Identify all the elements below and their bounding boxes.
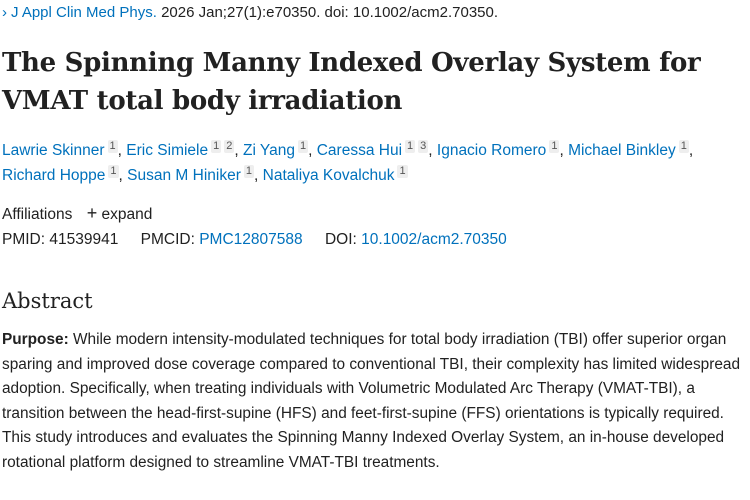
citation-details: 2026 Jan;27(1):e70350. doi: 10.1002/acm2…	[161, 4, 499, 21]
author-link[interactable]: Michael Binkley	[568, 142, 676, 159]
author-link[interactable]: Nataliya Kovalchuk	[262, 167, 395, 184]
pmcid-link[interactable]: PMC12807588	[199, 231, 303, 248]
purpose-label: Purpose:	[2, 331, 69, 348]
affiliation-ref[interactable]: 1	[678, 140, 689, 153]
plus-icon: +	[86, 203, 98, 223]
affiliation-ref[interactable]: 1	[211, 140, 222, 153]
chevron-right-icon: ›	[2, 4, 7, 21]
pmid-label: PMID:	[2, 231, 46, 248]
doi-link[interactable]: 10.1002/acm2.70350	[361, 231, 507, 248]
expand-label: expand	[101, 206, 153, 223]
author-link[interactable]: Eric Simiele	[126, 142, 209, 159]
affiliation-ref[interactable]: 1	[107, 140, 118, 153]
author-link[interactable]: Caressa Hui	[316, 142, 403, 159]
author-list: Lawrie Skinner 1, Eric Simiele 1 2, Zi Yang…	[2, 140, 694, 184]
abstract-text: Purpose: While modern intensity-modulate…	[2, 328, 746, 475]
identifiers: PMID: 41539941 PMCID: PMC12807588 DOI: 1…	[2, 231, 507, 249]
affiliation-ref[interactable]: 1	[397, 165, 408, 178]
journal-link[interactable]: › J Appl Clin Med Phys.	[2, 4, 157, 21]
pmid-value: 41539941	[49, 231, 119, 248]
pmcid-label: PMCID:	[140, 231, 195, 248]
affiliation-ref[interactable]: 3	[418, 140, 429, 153]
author-link[interactable]: Zi Yang	[242, 142, 295, 159]
author-link[interactable]: Richard Hoppe	[2, 167, 106, 184]
article-title: The Spinning Manny Indexed Overlay Syste…	[2, 48, 701, 116]
author-link[interactable]: Lawrie Skinner	[2, 142, 105, 159]
affiliation-ref[interactable]: 1	[405, 140, 416, 153]
affiliation-ref[interactable]: 1	[297, 140, 309, 153]
journal-name: J Appl Clin Med Phys.	[11, 4, 157, 21]
affiliation-ref[interactable]: 2	[224, 140, 235, 153]
purpose-text: While modern intensity-modulated techniq…	[2, 331, 741, 471]
expand-affiliations-button[interactable]: + expand	[77, 203, 153, 223]
abstract-heading: Abstract	[2, 289, 93, 313]
affiliation-ref[interactable]: 1	[243, 165, 254, 178]
doi-label: DOI:	[324, 231, 357, 248]
affiliation-ref[interactable]: 1	[108, 165, 119, 178]
affiliation-ref[interactable]: 1	[549, 140, 560, 153]
author-link[interactable]: Ignacio Romero	[436, 142, 547, 159]
affiliations-label: Affiliations	[2, 206, 73, 223]
citation: › J Appl Clin Med Phys. 2026 Jan;27(1):e7…	[2, 4, 498, 21]
author-link[interactable]: Susan M Hiniker	[127, 167, 241, 184]
affiliations: Affiliations + expand	[2, 203, 152, 224]
